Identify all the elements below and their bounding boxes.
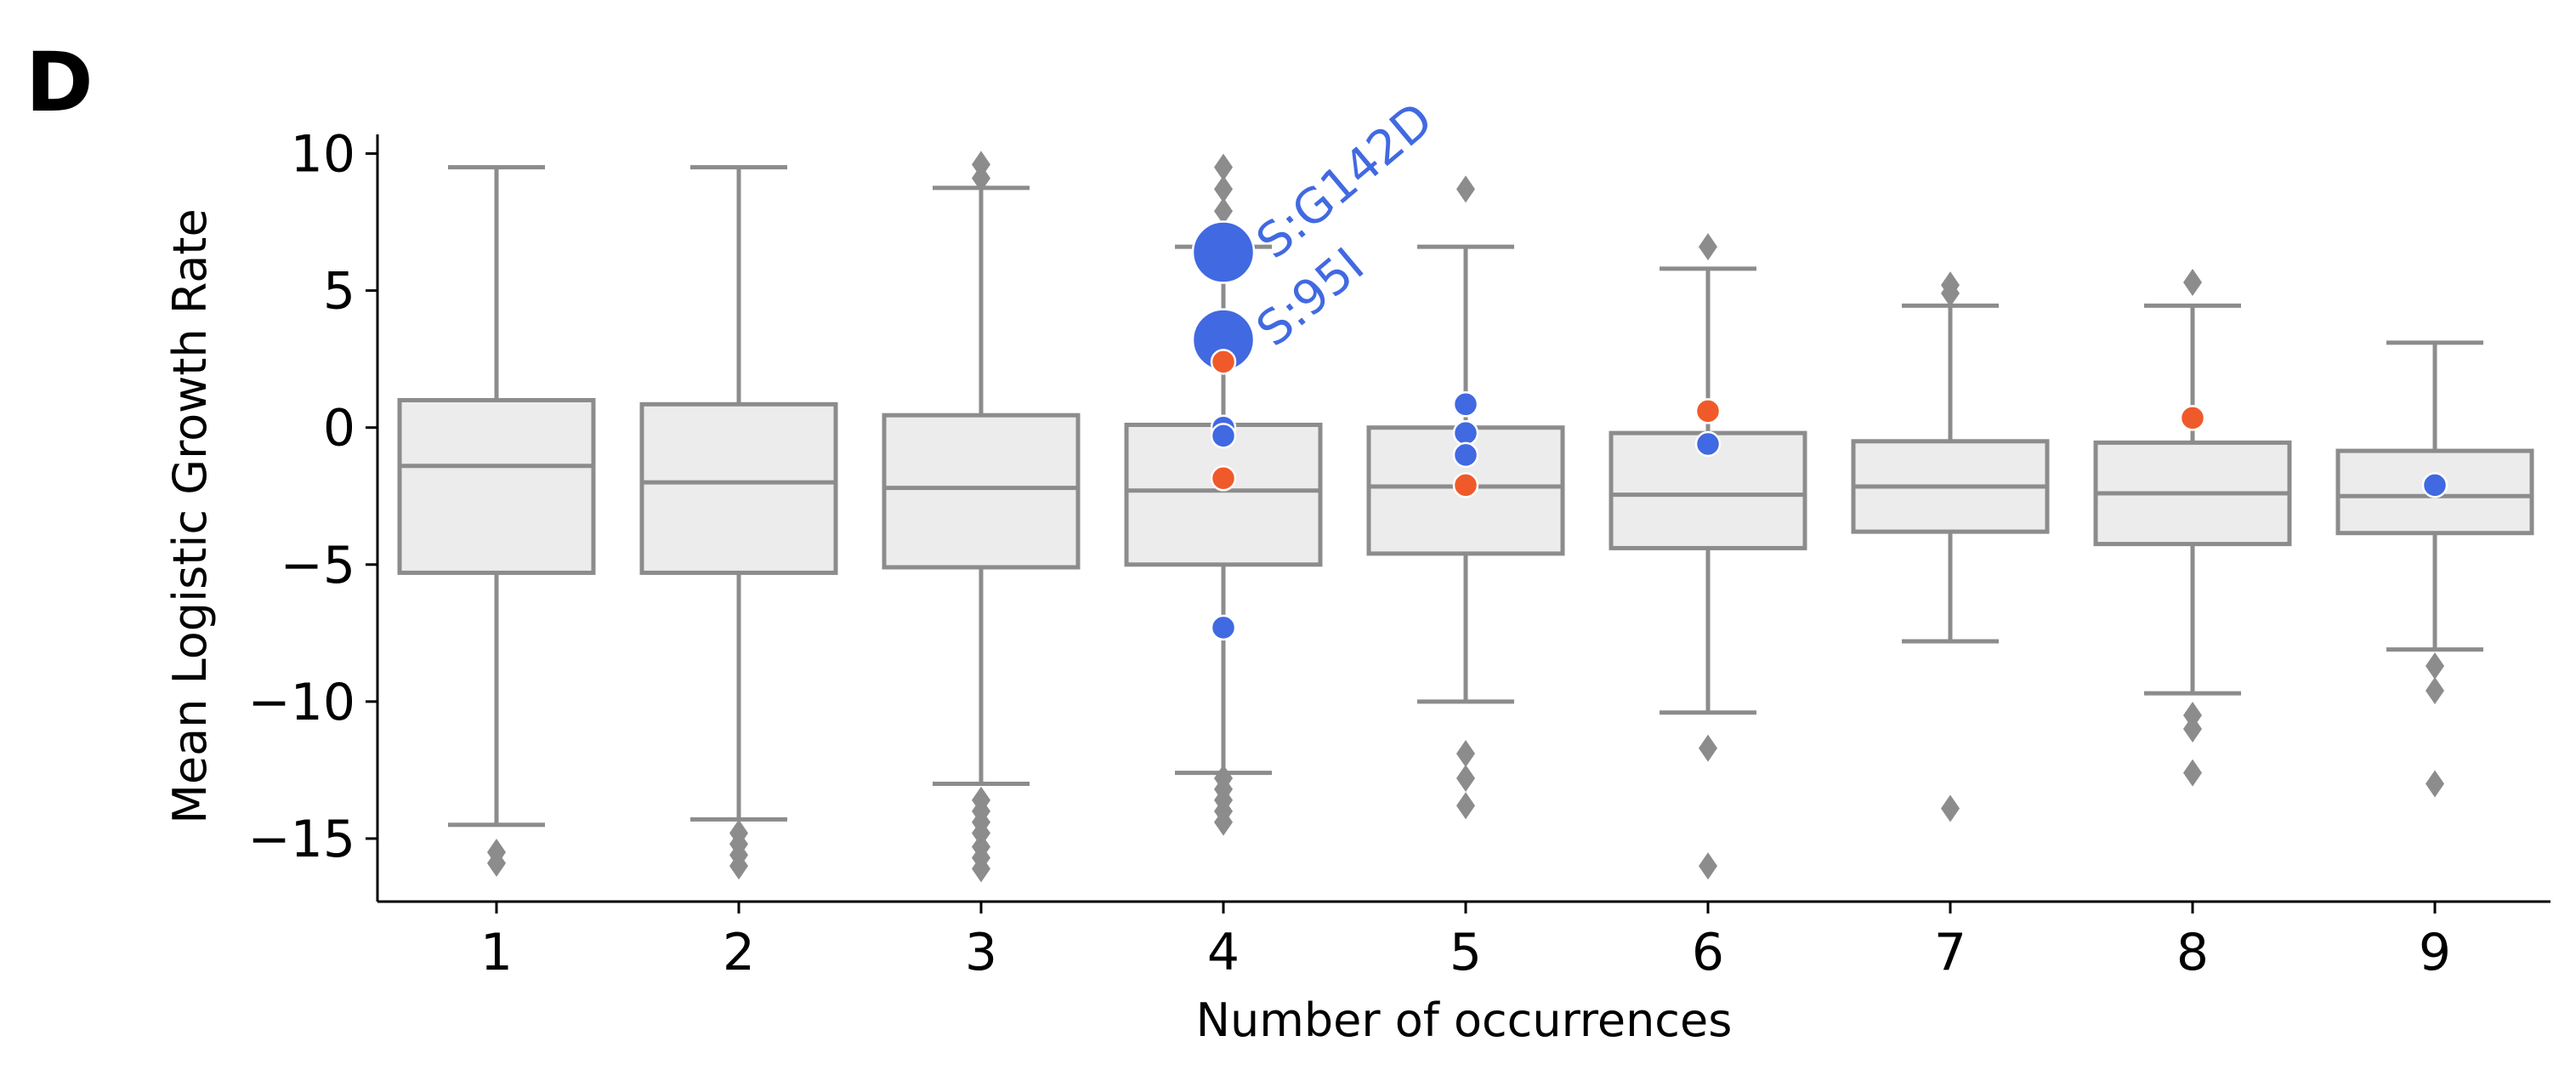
x-tick-label: 1: [480, 923, 513, 982]
outlier-marker: [1214, 153, 1233, 181]
y-tick-label: −10: [247, 673, 355, 732]
box-group: [2335, 340, 2534, 798]
highlight-point: [1210, 465, 1237, 492]
point-annotation: S:G142D: [1246, 92, 1444, 270]
box-iqr: [639, 401, 838, 575]
y-tick-label: 0: [323, 399, 355, 458]
box-group: [882, 151, 1081, 883]
outlier-marker: [2426, 652, 2444, 680]
outlier-marker: [1699, 852, 1717, 880]
outlier-marker: [972, 151, 990, 179]
x-tick-label: 9: [2419, 923, 2451, 982]
y-axis-label: Mean Logistic Growth Rate: [163, 208, 217, 823]
x-tick-label: 7: [1934, 923, 1966, 982]
y-axis: 10 5 0 −5 −10 −15: [247, 125, 379, 902]
highlight-point: [1694, 398, 1722, 424]
x-tick-label: 3: [965, 923, 997, 982]
highlight-point: [1452, 391, 1479, 418]
outlier-marker: [1456, 792, 1475, 820]
highlight-point: [2421, 472, 2448, 498]
x-tick-label: 5: [1450, 923, 1482, 982]
y-tick-label: 10: [291, 125, 355, 185]
outlier-marker: [972, 855, 990, 883]
highlight-point: [2179, 405, 2206, 431]
x-tick-label: 8: [2176, 923, 2209, 982]
highlight-point: [1210, 349, 1237, 375]
panel-label: D: [26, 35, 94, 130]
outlier-marker: [1699, 233, 1717, 261]
box-group: [1851, 271, 2050, 822]
outlier-marker: [1456, 765, 1475, 793]
outlier-marker: [2183, 701, 2202, 729]
box-iqr: [397, 397, 596, 575]
outlier-marker: [2183, 759, 2202, 787]
highlight-point: [1452, 441, 1479, 469]
outlier-marker: [972, 164, 990, 192]
highlight-point: [1452, 419, 1479, 447]
box-group: [2093, 268, 2292, 787]
highlight-points-layer: [1191, 220, 2448, 641]
box-group: [639, 165, 838, 880]
outlier-marker: [1214, 197, 1233, 225]
outlier-marker: [1214, 175, 1233, 203]
outlier-marker: [2426, 676, 2444, 704]
point-annotation: S:95I: [1246, 237, 1375, 357]
outlier-marker: [2183, 715, 2202, 743]
x-tick-label: 2: [723, 923, 755, 982]
outlier-marker: [972, 819, 990, 847]
outlier-marker: [1456, 740, 1475, 768]
x-axis-label: Number of occurrences: [1196, 993, 1733, 1047]
y-tick-label: −15: [247, 810, 355, 869]
x-tick-label: 6: [1692, 923, 1724, 982]
highlight-point: [1191, 220, 1256, 284]
highlight-point: [1210, 423, 1237, 449]
box-iqr: [882, 413, 1081, 570]
highlight-point: [1694, 430, 1722, 458]
highlight-point: [1210, 614, 1237, 641]
outlier-marker: [1214, 808, 1233, 836]
outlier-marker: [1941, 279, 1960, 307]
x-tick-label: 4: [1207, 923, 1240, 982]
highlight-point: [1452, 472, 1479, 498]
outlier-marker: [1456, 175, 1475, 203]
y-tick-label: −5: [281, 536, 355, 595]
box-group: [1609, 233, 1807, 880]
x-axis: 1 2 3 4 5 6 7 8 9: [377, 900, 2550, 982]
outlier-marker: [1941, 794, 1960, 822]
outlier-marker: [1699, 734, 1717, 762]
outlier-marker: [2426, 770, 2444, 798]
box-group: [397, 165, 596, 877]
outlier-marker: [2183, 268, 2202, 296]
outlier-marker: [487, 849, 506, 877]
y-tick-label: 5: [323, 262, 355, 322]
boxes-layer: [397, 151, 2534, 883]
outlier-marker: [729, 852, 748, 880]
